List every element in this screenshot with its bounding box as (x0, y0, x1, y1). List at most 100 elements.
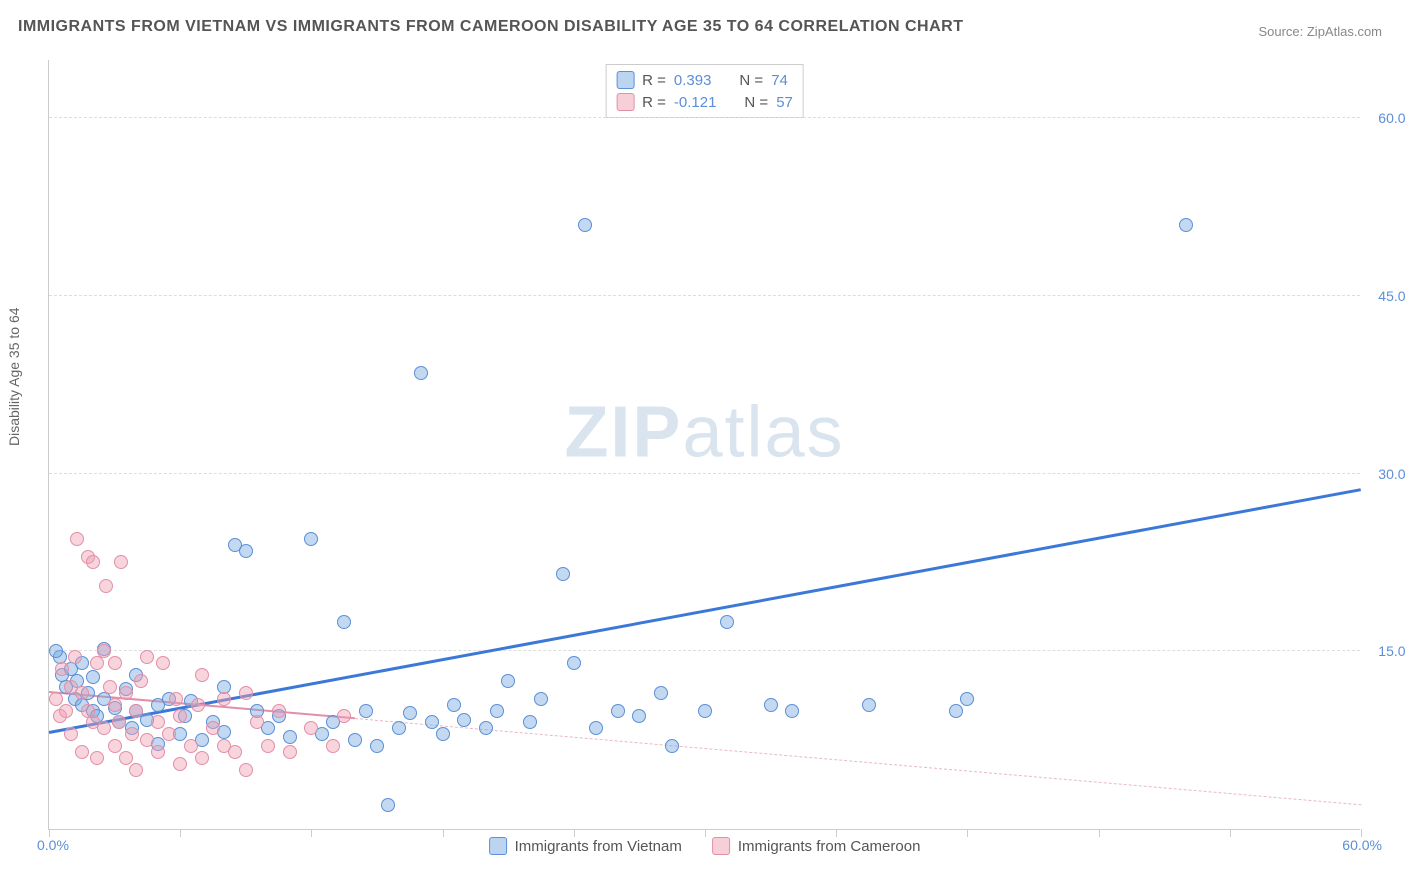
y-axis-label: Disability Age 35 to 64 (6, 307, 22, 446)
data-point-pink (112, 715, 126, 729)
data-point-pink (75, 745, 89, 759)
legend-swatch (712, 837, 730, 855)
data-point-pink (108, 656, 122, 670)
x-tick (49, 829, 50, 837)
data-point-blue (403, 706, 417, 720)
correlation-stats-box: R = 0.393N = 74R = -0.121N = 57 (605, 64, 804, 118)
data-point-blue (490, 704, 504, 718)
watermark-logo: ZIPatlas (564, 391, 844, 473)
y-tick-label: 30.0% (1378, 466, 1406, 482)
data-point-blue (479, 721, 493, 735)
data-point-pink (55, 662, 69, 676)
data-point-blue (654, 686, 668, 700)
x-tick (574, 829, 575, 837)
data-point-pink (169, 692, 183, 706)
data-point-blue (960, 692, 974, 706)
legend-swatch (489, 837, 507, 855)
data-point-pink (97, 721, 111, 735)
data-point-blue (698, 704, 712, 718)
data-point-blue (720, 615, 734, 629)
watermark-zip: ZIP (564, 392, 682, 472)
data-point-blue (425, 715, 439, 729)
data-point-pink (206, 721, 220, 735)
data-point-blue (589, 721, 603, 735)
gridline (49, 117, 1360, 118)
data-point-blue (534, 692, 548, 706)
x-tick (1099, 829, 1100, 837)
data-point-pink (140, 650, 154, 664)
data-point-pink (119, 686, 133, 700)
data-point-blue (1179, 218, 1193, 232)
data-point-pink (134, 674, 148, 688)
data-point-pink (103, 680, 117, 694)
watermark-atlas: atlas (682, 392, 844, 472)
data-point-pink (217, 692, 231, 706)
x-tick (1230, 829, 1231, 837)
data-point-blue (862, 698, 876, 712)
stat-n-label: N = (744, 94, 768, 111)
y-tick-label: 60.0% (1378, 110, 1406, 126)
data-point-blue (457, 713, 471, 727)
stat-n-value: 74 (771, 72, 788, 89)
data-point-blue (49, 644, 63, 658)
data-point-blue (785, 704, 799, 718)
data-point-pink (304, 721, 318, 735)
data-point-pink (195, 751, 209, 765)
data-point-blue (501, 674, 515, 688)
data-point-pink (151, 745, 165, 759)
stats-row-pink: R = -0.121 N = 57 (616, 91, 793, 113)
data-point-pink (173, 709, 187, 723)
data-point-pink (184, 739, 198, 753)
data-point-blue (304, 532, 318, 546)
data-point-pink (239, 686, 253, 700)
data-point-pink (125, 727, 139, 741)
chart-title: IMMIGRANTS FROM VIETNAM VS IMMIGRANTS FR… (18, 18, 963, 36)
x-tick (967, 829, 968, 837)
data-point-pink (97, 644, 111, 658)
x-tick (311, 829, 312, 837)
stat-r-value: -0.121 (674, 94, 717, 111)
legend-swatch (616, 71, 634, 89)
data-point-blue (447, 698, 461, 712)
source-attribution: Source: ZipAtlas.com (1258, 24, 1382, 39)
data-point-blue (764, 698, 778, 712)
gridline (49, 295, 1360, 296)
gridline (49, 473, 1360, 474)
data-point-blue (949, 704, 963, 718)
data-point-pink (326, 739, 340, 753)
data-point-blue (578, 218, 592, 232)
gridline (49, 650, 1360, 651)
data-point-pink (283, 745, 297, 759)
data-point-pink (49, 692, 63, 706)
data-point-blue (348, 733, 362, 747)
data-point-pink (129, 763, 143, 777)
data-point-pink (272, 704, 286, 718)
legend-item: Immigrants from Cameroon (712, 837, 921, 855)
data-point-blue (239, 544, 253, 558)
data-point-pink (151, 715, 165, 729)
data-point-pink (129, 704, 143, 718)
data-point-pink (337, 709, 351, 723)
x-axis-max-label: 60.0% (1342, 837, 1382, 853)
legend-label: Immigrants from Vietnam (515, 838, 682, 855)
x-tick (180, 829, 181, 837)
data-point-pink (59, 704, 73, 718)
data-point-pink (90, 751, 104, 765)
data-point-pink (140, 733, 154, 747)
data-point-blue (381, 798, 395, 812)
x-tick (836, 829, 837, 837)
data-point-pink (173, 757, 187, 771)
data-point-blue (337, 615, 351, 629)
stat-n-label: N = (739, 72, 763, 89)
data-point-pink (228, 745, 242, 759)
data-point-pink (99, 579, 113, 593)
data-point-blue (611, 704, 625, 718)
data-point-pink (114, 555, 128, 569)
data-point-pink (239, 763, 253, 777)
data-point-blue (414, 366, 428, 380)
stat-n-value: 57 (776, 94, 793, 111)
legend-swatch (616, 93, 634, 111)
x-axis-origin-label: 0.0% (37, 837, 69, 853)
stat-r-label: R = (642, 94, 666, 111)
x-tick (1361, 829, 1362, 837)
